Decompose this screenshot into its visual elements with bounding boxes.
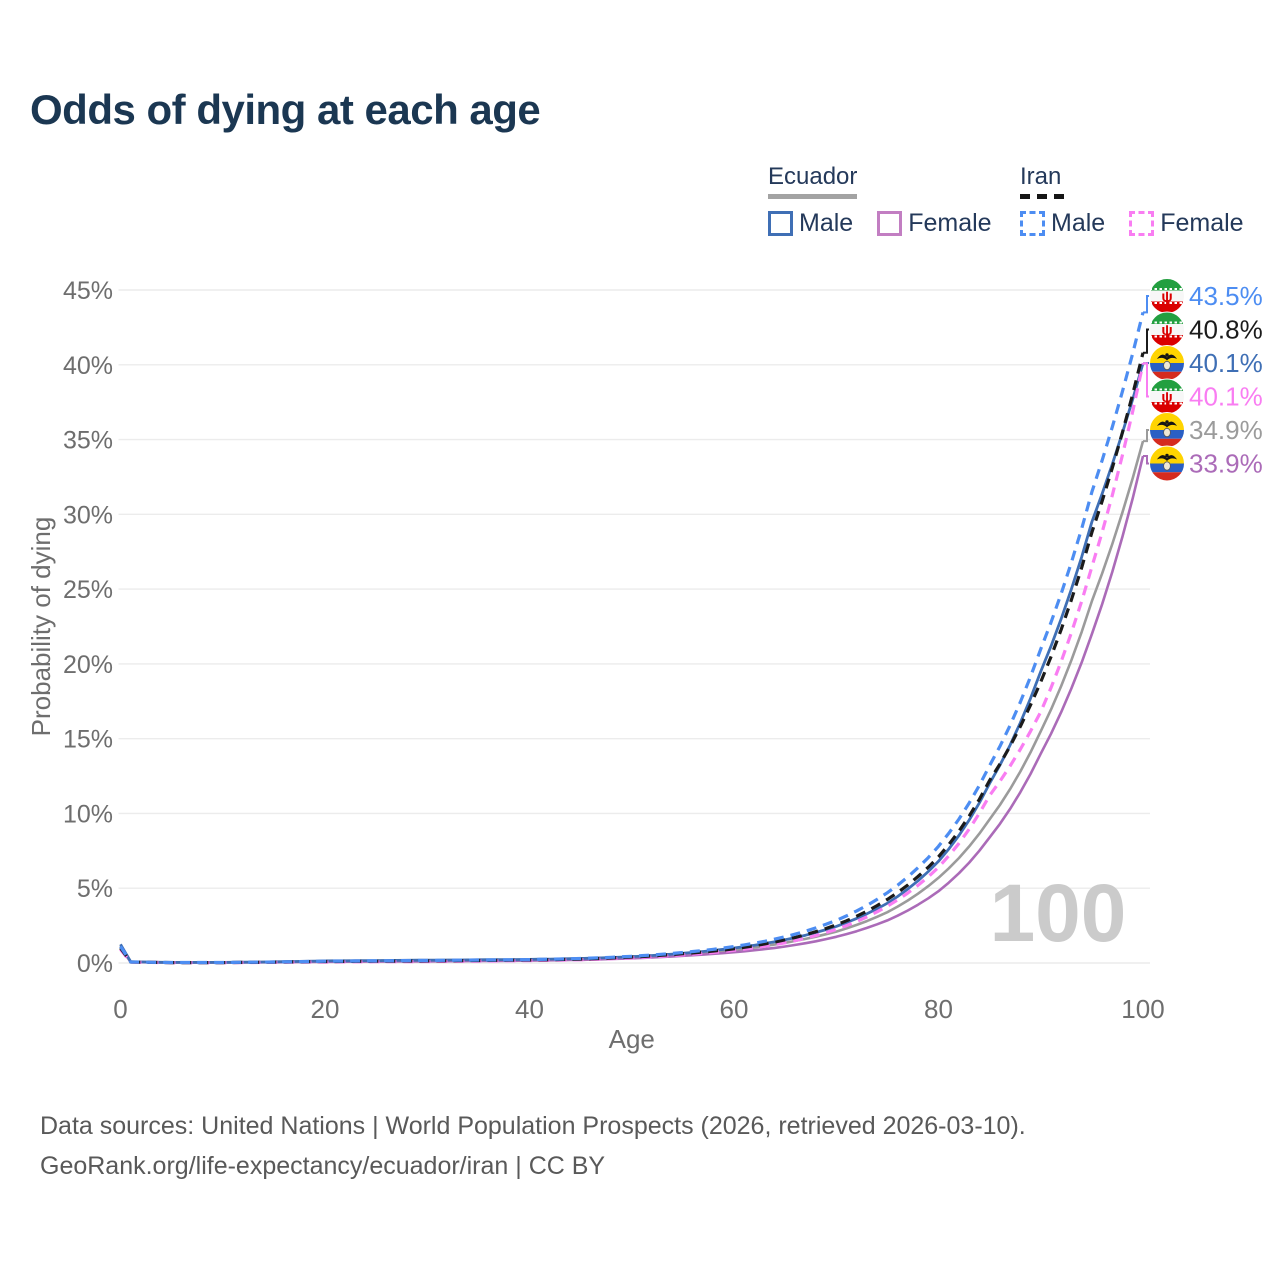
page-title: Odds of dying at each age	[30, 86, 541, 133]
attribution-line: GeoRank.org/life-expectancy/ecuador/iran…	[40, 1152, 606, 1180]
iran-red-stripe	[1149, 402, 1185, 414]
ecuador-condor	[1157, 421, 1177, 428]
end-label-value-iran-female: 40.1%	[1189, 382, 1263, 412]
ecuador-condor	[1157, 455, 1177, 461]
chart-footer: Data sources: United Nations | World Pop…	[40, 1106, 1026, 1186]
y-tick-label: 35%	[63, 427, 113, 455]
y-tick-label: 40%	[63, 352, 113, 380]
y-tick-label: 25%	[63, 576, 113, 604]
ecuador-red-stripe	[1149, 438, 1185, 448]
ecuador-shield	[1163, 461, 1171, 471]
ecuador-shield	[1163, 427, 1171, 438]
legend-swatch-iran-female[interactable]	[1129, 211, 1155, 236]
iran-emblem: ψ	[1161, 322, 1172, 339]
flag-ring	[1149, 445, 1185, 482]
ecuador-condor-head	[1165, 420, 1169, 424]
y-axis-title: Probability of dying	[26, 517, 56, 737]
end-label-connector-iran-female	[1143, 362, 1150, 398]
y-tick-label: 10%	[63, 800, 113, 828]
iran-flag-icon: ψ	[1149, 312, 1185, 347]
iran-flag-icon: ψ	[1149, 278, 1185, 314]
x-tick-label: 0	[113, 994, 127, 1024]
end-label-connector-ecuador-female	[1143, 455, 1150, 465]
legend-item-iran-female[interactable]: Female	[1129, 209, 1244, 238]
series-line-iran-male	[119, 312, 1145, 965]
x-tick-label: 100	[1121, 994, 1164, 1024]
x-tick-label: 80	[924, 994, 953, 1024]
end-label-connector-iran-all	[1143, 328, 1150, 354]
iran-white-stripe	[1149, 290, 1185, 302]
end-label-connector-ecuador-all	[1143, 429, 1150, 443]
iran-green-stripe	[1149, 278, 1185, 291]
end-label-value-iran-male: 43.5%	[1189, 281, 1263, 311]
end-label-row-iran-male: ψ 43.5%	[1149, 278, 1263, 314]
ecuador-red-stripe	[1149, 371, 1185, 381]
ecuador-flag-icon	[1149, 412, 1185, 448]
iran-emblem: ψ	[1161, 389, 1172, 406]
legend-label-ecuador-male[interactable]: Male	[799, 209, 854, 237]
x-tick-label: 40	[515, 994, 544, 1024]
legend-swatch-ecuador-male[interactable]	[768, 211, 793, 236]
legend-header-iran[interactable]: Iran	[1020, 163, 1062, 190]
iran-green-stripe	[1149, 312, 1185, 324]
y-tick-label: 5%	[77, 875, 113, 903]
ecuador-flag-icon	[1149, 345, 1185, 381]
legend-label-iran-male[interactable]: Male	[1051, 209, 1106, 237]
legend-swatch-iran-male[interactable]	[1020, 211, 1045, 236]
legend-row-ecuador: Male Female	[768, 209, 1016, 238]
legend-label-ecuador-female[interactable]: Female	[908, 209, 992, 237]
ecuador-flag-icon	[1149, 446, 1185, 481]
legend-row-iran: Male Female	[1020, 209, 1268, 238]
iran-red-stripe	[1149, 301, 1185, 314]
iran-flag-icon: ψ	[1149, 379, 1185, 414]
legend-label-iran-female[interactable]: Female	[1160, 209, 1244, 237]
iran-white-stripe	[1149, 391, 1185, 402]
end-label-row-ecuador-female: 33.9%	[1149, 445, 1263, 482]
end-label-connector-iran-male	[1143, 295, 1150, 314]
legend-item-ecuador-male[interactable]: Male	[768, 209, 853, 238]
iran-red-stripe	[1149, 335, 1185, 347]
age-watermark: 100	[990, 868, 1127, 959]
ecuador-condor	[1157, 354, 1177, 361]
end-label-value-ecuador-all: 34.9%	[1189, 415, 1263, 445]
legend-item-iran-male[interactable]: Male	[1020, 209, 1105, 238]
end-label-value-ecuador-female: 33.9%	[1189, 449, 1263, 479]
y-tick-label: 15%	[63, 726, 113, 754]
legend-item-ecuador-female[interactable]: Female	[877, 209, 992, 238]
data-sources-line: Data sources: United Nations | World Pop…	[40, 1112, 1026, 1140]
end-label-row-ecuador-male: 40.1%	[1149, 345, 1263, 381]
ecuador-shield	[1163, 360, 1171, 371]
end-label-row-ecuador-all: 34.9%	[1149, 412, 1263, 448]
iran-emblem: ψ	[1161, 289, 1172, 306]
y-tick-label: 30%	[63, 501, 113, 529]
end-label-value-iran-all: 40.8%	[1189, 315, 1263, 345]
x-tick-label: 60	[720, 994, 749, 1024]
x-tick-label: 20	[311, 994, 340, 1024]
ecuador-red-stripe	[1149, 472, 1185, 481]
legend-underline-iran	[1020, 194, 1064, 199]
y-tick-label: 0%	[77, 950, 113, 978]
legend-swatch-ecuador-female[interactable]	[877, 211, 903, 236]
legend-group-iran: Iran Male Female	[1020, 163, 1268, 238]
legend-underline-ecuador	[768, 194, 857, 199]
x-axis-title: Age	[609, 1024, 655, 1054]
end-label-row-iran-female: ψ 40.1%	[1149, 378, 1263, 415]
y-tick-label: 45%	[63, 277, 113, 305]
iran-green-stripe	[1149, 379, 1185, 391]
end-label-value-ecuador-male: 40.1%	[1189, 348, 1263, 378]
ecuador-condor-head	[1165, 453, 1169, 458]
y-tick-label: 20%	[63, 651, 113, 679]
end-label-row-iran-all: ψ 40.8%	[1149, 311, 1263, 348]
iran-white-stripe	[1149, 324, 1185, 335]
ecuador-condor-head	[1165, 353, 1169, 357]
legend-group-ecuador: Ecuador Male Female	[768, 163, 1016, 238]
legend-header-ecuador[interactable]: Ecuador	[768, 163, 858, 190]
